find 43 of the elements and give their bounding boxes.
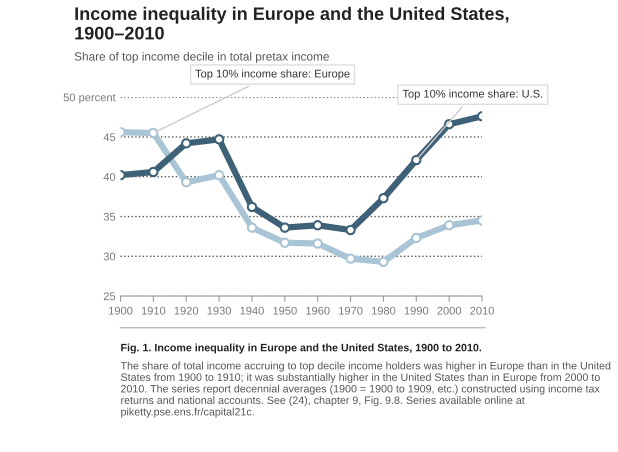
point: [246, 202, 258, 212]
point: [444, 220, 454, 230]
point: [148, 128, 159, 138]
x-tick-label: 2010: [470, 306, 494, 315]
y-tick-label: 25: [104, 292, 116, 300]
x-tick-label: 1980: [372, 306, 396, 315]
x-tick-label: 1960: [306, 306, 330, 315]
y-tick-label: 35: [104, 212, 116, 221]
x-tick-label: 1990: [404, 306, 428, 315]
text: The share of total income accruing to top decile income holders was higher in Europe than in the United States from 1900 to 1910; it was substantially higher in the United States than in Europe from 2000 to 2010. The series report decennial averages (1900 = 1900 to 1909, etc.) constructed using income tax returns and national accounts. See (24), chapter 9, Fig. 9.8. Series available online at piketty.pse.ens.fr/capital21c.: [120, 362, 610, 418]
x-tick-label: 1950: [273, 306, 297, 315]
series-label: Top 10% income share: U.S.: [402, 89, 542, 100]
x-tick-label: 1900: [109, 306, 132, 315]
y-tick-label: 40: [104, 173, 116, 181]
x-tick-label: 1940: [240, 306, 264, 315]
point: [312, 220, 323, 230]
point: [378, 193, 389, 204]
point: [378, 256, 389, 268]
point: [312, 238, 323, 249]
x-tick-label: 2000: [437, 306, 462, 315]
point: [214, 134, 224, 145]
point: [280, 222, 290, 233]
chart-title: Income inequality in Europe and the United States, 1900–2010: [75, 6, 508, 40]
point: [411, 232, 422, 244]
text: Top 10% income share: Europe: [195, 69, 350, 80]
y-tick-label: 45: [104, 133, 116, 142]
x-tick-label: 1910: [142, 306, 166, 315]
point: [246, 222, 258, 233]
caption: Fig. 1. Income inequality in Europe and the United States, 1900 to 2010.: [121, 344, 482, 354]
y-tick-label: 30: [104, 252, 116, 260]
chart-subtitle: Share of top income decile in total pretax income: [74, 52, 329, 63]
point: [181, 138, 192, 149]
point: [280, 238, 290, 248]
y-tick-label: 50 percent: [64, 93, 116, 104]
point: [214, 170, 224, 180]
point: [181, 177, 192, 188]
x-tick-label: 1920: [174, 306, 198, 315]
x-tick-label: 1970: [339, 306, 362, 315]
x-tick-label: 1930: [208, 306, 232, 315]
point: [148, 166, 159, 178]
point: [345, 224, 356, 236]
point: [345, 253, 356, 264]
point: [411, 154, 422, 166]
